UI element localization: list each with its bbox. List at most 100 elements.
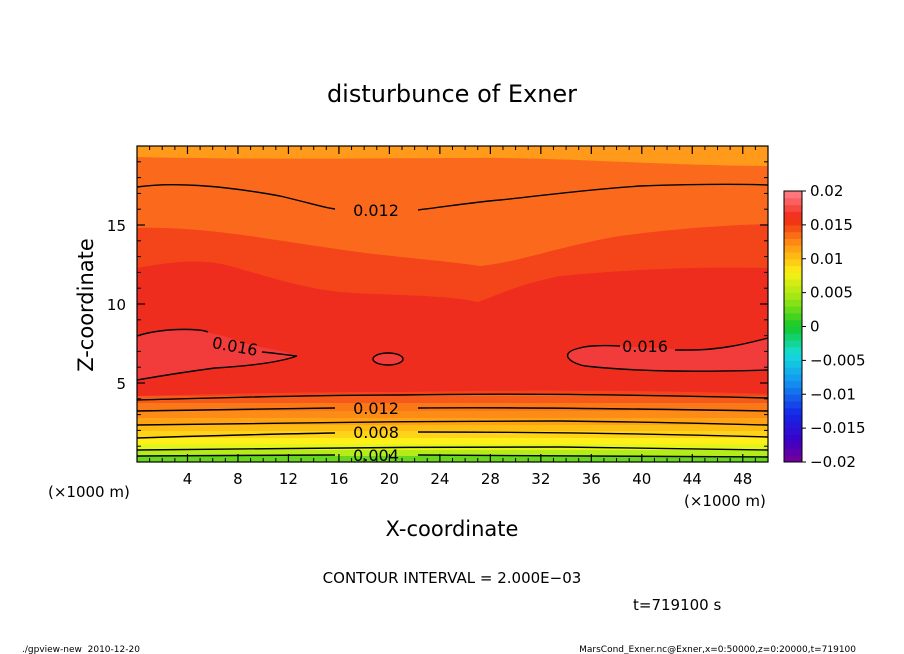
colorbar-tick-label: −0.02 (810, 453, 856, 471)
colorbar-swatch (784, 299, 802, 307)
colorbar-swatch (784, 285, 802, 294)
colorbar-swatch (784, 251, 802, 260)
colorbar-swatch (784, 204, 802, 212)
contour-line-0.016-right (567, 337, 768, 372)
x-tick-label: 12 (279, 470, 298, 488)
colorbar-swatch (784, 387, 802, 395)
contour-interval-text: CONTOUR INTERVAL = 2.000E−03 (323, 569, 582, 587)
x-tick-label: 16 (329, 470, 348, 488)
colorbar-swatch (784, 414, 802, 422)
colorbar-swatch (784, 211, 802, 219)
colorbar-swatch (784, 401, 802, 409)
colorbar-swatch (784, 292, 802, 300)
chart-title: disturbunce of Exner (327, 80, 577, 108)
colorbar-swatch (784, 353, 802, 361)
colorbar-ticks: 0.02 0.015 0.01 0.005 0 −0.005 −0.01 −0.015 −0.0… (802, 182, 866, 471)
x-axis: 4 8 12 16 20 24 28 32 36 40 44 48 (149, 146, 756, 488)
contour-line-0.006 (137, 446, 768, 451)
colorbar-swatch (784, 312, 802, 321)
band-0.008 (137, 431, 768, 438)
colorbar-swatch (784, 306, 802, 314)
x-tick-label: 4 (183, 470, 193, 488)
colorbar-swatch (784, 191, 802, 199)
band-0.009 (137, 425, 768, 431)
colorbar-swatch (784, 448, 802, 456)
colorbar-swatch (784, 231, 802, 239)
band-0.013 (137, 396, 768, 403)
colorbar-swatch (784, 373, 802, 382)
footer-left: ./gpview-new 2010-12-20 (22, 645, 140, 654)
y-tick-label: 15 (107, 217, 126, 235)
colorbar-tick-label: 0.015 (810, 216, 853, 234)
colorbar-swatch (784, 367, 802, 375)
x-tick-label: 36 (582, 470, 601, 488)
contour-label: 0.012 (353, 399, 399, 418)
colorbar-swatch (784, 272, 802, 280)
colorbar-tick-label: 0.02 (810, 182, 843, 200)
y-axis-label: Z-coordinate (74, 238, 98, 372)
band-0.011 (137, 411, 768, 418)
colorbar-swatch (784, 265, 802, 273)
x-tick-label: 8 (233, 470, 243, 488)
colorbar-swatch (784, 319, 802, 327)
colorbar-tick-label: 0.01 (810, 250, 843, 268)
colorbar-swatch (784, 407, 802, 416)
colorbar: 0.02 0.015 0.01 0.005 0 −0.005 −0.01 −0.015 −0.0… (783, 182, 866, 471)
y-axis: 5 10 15 (107, 161, 768, 447)
colorbar-swatch (784, 346, 802, 355)
colorbar-swatch (784, 434, 802, 443)
contour-line-0.014 (137, 393, 768, 401)
region-0.016-mid (373, 353, 403, 365)
contour-line-0.012-upper (137, 183, 768, 211)
colorbar-swatch (784, 333, 802, 341)
colorbar-swatch (784, 455, 802, 463)
contour-label: 0.008 (353, 423, 399, 442)
colorbar-swatch (784, 238, 802, 246)
colorbar-swatch (784, 441, 802, 449)
x-tick-label: 24 (430, 470, 449, 488)
y-tick-label: 5 (116, 375, 126, 393)
colorbar-swatch (784, 258, 802, 267)
colorbar-swatch (784, 428, 802, 436)
colorbar-swatch (784, 224, 802, 233)
colorbar-swatch (784, 360, 802, 368)
colorbar-swatch (784, 421, 802, 429)
x-axis-unit-right: (×1000 m) (684, 492, 766, 510)
x-tick-label: 20 (380, 470, 399, 488)
x-axis-label: X-coordinate (386, 517, 519, 541)
contour-line-0.016-mid (372, 352, 404, 366)
colorbar-tick-label: −0.005 (810, 351, 866, 369)
x-tick-label: 48 (733, 470, 752, 488)
contour-line-0.008 (137, 431, 768, 439)
band-0.005 (137, 450, 768, 456)
region-0.016-right (567, 338, 768, 372)
contour-fill (137, 146, 768, 462)
colorbar-swatch (784, 380, 802, 388)
contour-label: 0.012 (353, 201, 399, 220)
x-tick-label: 28 (481, 470, 500, 488)
colorbar-swatch (784, 218, 802, 226)
colorbar-swatch (784, 279, 802, 287)
band-0.007 (137, 438, 768, 444)
colorbar-swatch (784, 197, 802, 206)
x-tick-label: 44 (683, 470, 702, 488)
region-0.016-left (137, 330, 297, 380)
colorbar-swatches (784, 191, 802, 463)
contour-line-0.012-lower (137, 407, 768, 412)
colorbar-swatch (784, 340, 802, 348)
contour-line-0.004 (137, 454, 768, 458)
x-tick-label: 32 (531, 470, 550, 488)
colorbar-tick-label: −0.01 (810, 385, 856, 403)
x-tick-label: 40 (632, 470, 651, 488)
colorbar-swatch (784, 394, 802, 402)
footer-right: MarsCond_Exner.nc@Exner,x=0:50000,z=0:20… (579, 645, 856, 654)
time-text: t=719100 s (633, 596, 721, 614)
band-0.012 (137, 403, 768, 411)
band-top-orange (137, 146, 768, 166)
y-tick-label: 10 (107, 296, 126, 314)
colorbar-tick-label: 0 (810, 318, 820, 336)
x-axis-unit-left: (×1000 m) (48, 483, 130, 501)
colorbar-tick-label: 0.005 (810, 284, 853, 302)
contour-label: 0.016 (622, 337, 668, 356)
